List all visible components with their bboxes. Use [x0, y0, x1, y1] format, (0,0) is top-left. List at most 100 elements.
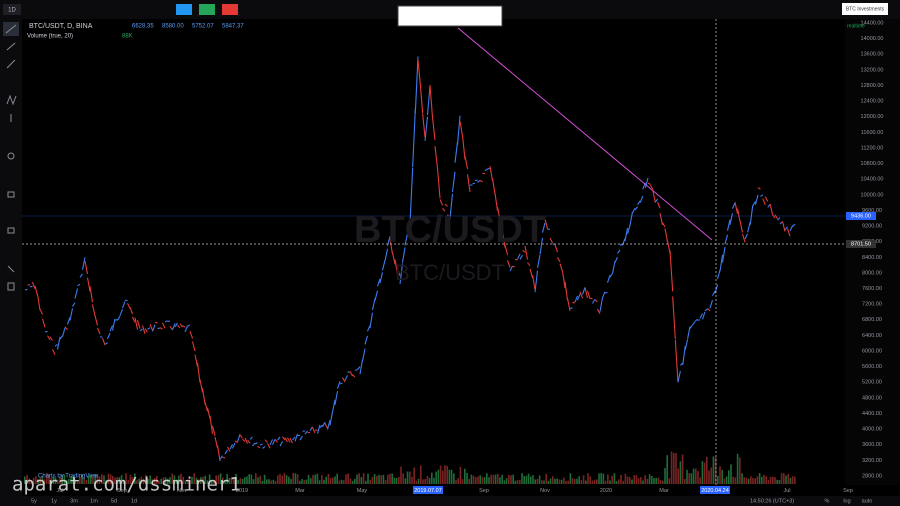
price-label: 11600.00: [861, 130, 884, 136]
price-segment: [399, 263, 404, 284]
zoom-tool[interactable]: [7, 152, 15, 160]
volume-bar: [527, 473, 530, 484]
account[interactable]: BTC Investments: [846, 6, 885, 12]
volume-bar: [794, 476, 796, 484]
price-segment: [339, 382, 343, 385]
price-segment: [477, 179, 481, 183]
volume-bar: [59, 476, 61, 484]
price-segment: [121, 301, 126, 309]
price-segment: [304, 430, 308, 435]
price-segment: [381, 260, 386, 271]
price-segment: [104, 342, 108, 345]
left-tool-icons[interactable]: [3, 22, 19, 291]
price-segment: [244, 437, 249, 444]
interval-button[interactable]: [3, 4, 21, 15]
price-segment: [404, 233, 409, 246]
price-segment: [326, 420, 331, 430]
price-segment: [566, 298, 571, 312]
price-segment: [157, 327, 161, 330]
brush-tool[interactable]: [6, 59, 16, 69]
volume-bar: [563, 477, 565, 484]
range-button[interactable]: 1y: [51, 498, 57, 504]
price-segment: [391, 252, 396, 265]
volume-bar: [387, 474, 389, 484]
line-tool[interactable]: [5, 24, 17, 34]
range-button[interactable]: 1d: [131, 498, 137, 504]
volume-bar: [558, 479, 561, 484]
volume-bar: [767, 480, 770, 484]
scale-button[interactable]: auto: [862, 498, 873, 504]
volume-bar: [358, 473, 360, 484]
price-segment: [271, 438, 276, 445]
volume-bar: [239, 478, 242, 484]
volume-bar: [241, 478, 244, 484]
price-segment: [716, 269, 721, 280]
range-button[interactable]: 1m: [90, 498, 98, 504]
volume-bar: [369, 479, 371, 484]
volume-bar: [125, 473, 127, 484]
range-button[interactable]: 5y: [31, 498, 37, 504]
price-segment: [66, 317, 71, 325]
volume-bar: [74, 479, 77, 484]
trash-tool[interactable]: [7, 282, 15, 291]
credit[interactable]: Charts by TradingView: [38, 474, 99, 480]
pattern-tool[interactable]: [6, 94, 17, 106]
volume-bar: [197, 479, 200, 484]
volume-bar: [162, 477, 165, 484]
volume-bar: [98, 476, 101, 484]
volume-bar: [675, 452, 677, 484]
volume-bar: [543, 480, 545, 484]
lock-tool[interactable]: [7, 227, 15, 234]
price-segment: [689, 324, 693, 329]
volume-bar: [406, 471, 409, 484]
volume-bar: [615, 480, 618, 484]
account-box[interactable]: [842, 3, 888, 15]
volume-bar: [202, 476, 204, 484]
volume-bar: [734, 477, 737, 484]
price-segment: [144, 328, 148, 333]
drawing-toolbar[interactable]: [397, 5, 503, 27]
volume-bar: [481, 477, 484, 484]
scale-button[interactable]: %: [825, 498, 830, 504]
price-segment: [674, 339, 679, 383]
volume-bar: [54, 477, 57, 484]
volume-bar: [725, 476, 728, 484]
scale-button[interactable]: log: [843, 498, 850, 504]
volume-bar: [41, 475, 44, 484]
volume-bar: [516, 480, 519, 484]
interval[interactable]: 1D: [8, 8, 16, 14]
remove-tool[interactable]: [7, 265, 15, 273]
price-segment: [136, 319, 141, 329]
volume-bar: [488, 477, 490, 484]
volume-bar: [666, 455, 668, 484]
volume-bar: [398, 476, 400, 484]
price-segment: [629, 211, 634, 226]
range-button[interactable]: 3m: [70, 498, 78, 504]
price-segment: [114, 319, 118, 321]
buy-button[interactable]: [199, 4, 215, 15]
volume-bar: [224, 480, 226, 484]
volume-bar: [472, 475, 475, 484]
alert-button[interactable]: [176, 4, 192, 15]
volume-bar: [233, 479, 235, 484]
price-segment: [214, 436, 219, 449]
volume-bar: [776, 479, 778, 484]
price-segment: [259, 443, 263, 446]
pitchfork-tool[interactable]: [6, 42, 16, 51]
price-segment: [721, 246, 726, 263]
price-segment: [257, 445, 261, 449]
magnet-tool[interactable]: [7, 191, 15, 198]
price-segment: [574, 295, 579, 303]
volume-bar: [780, 473, 783, 484]
top-buttons[interactable]: [3, 3, 888, 27]
price-segment: [709, 299, 714, 309]
volume-bar: [717, 476, 719, 484]
volume-bar: [195, 477, 198, 484]
sell-button[interactable]: [222, 4, 238, 15]
volume-bar: [609, 480, 611, 484]
range-button[interactable]: 5d: [111, 498, 117, 504]
price-segment: [227, 446, 231, 452]
volume-bar: [184, 480, 187, 484]
price-segment: [544, 219, 549, 229]
volume-bar: [85, 479, 88, 484]
